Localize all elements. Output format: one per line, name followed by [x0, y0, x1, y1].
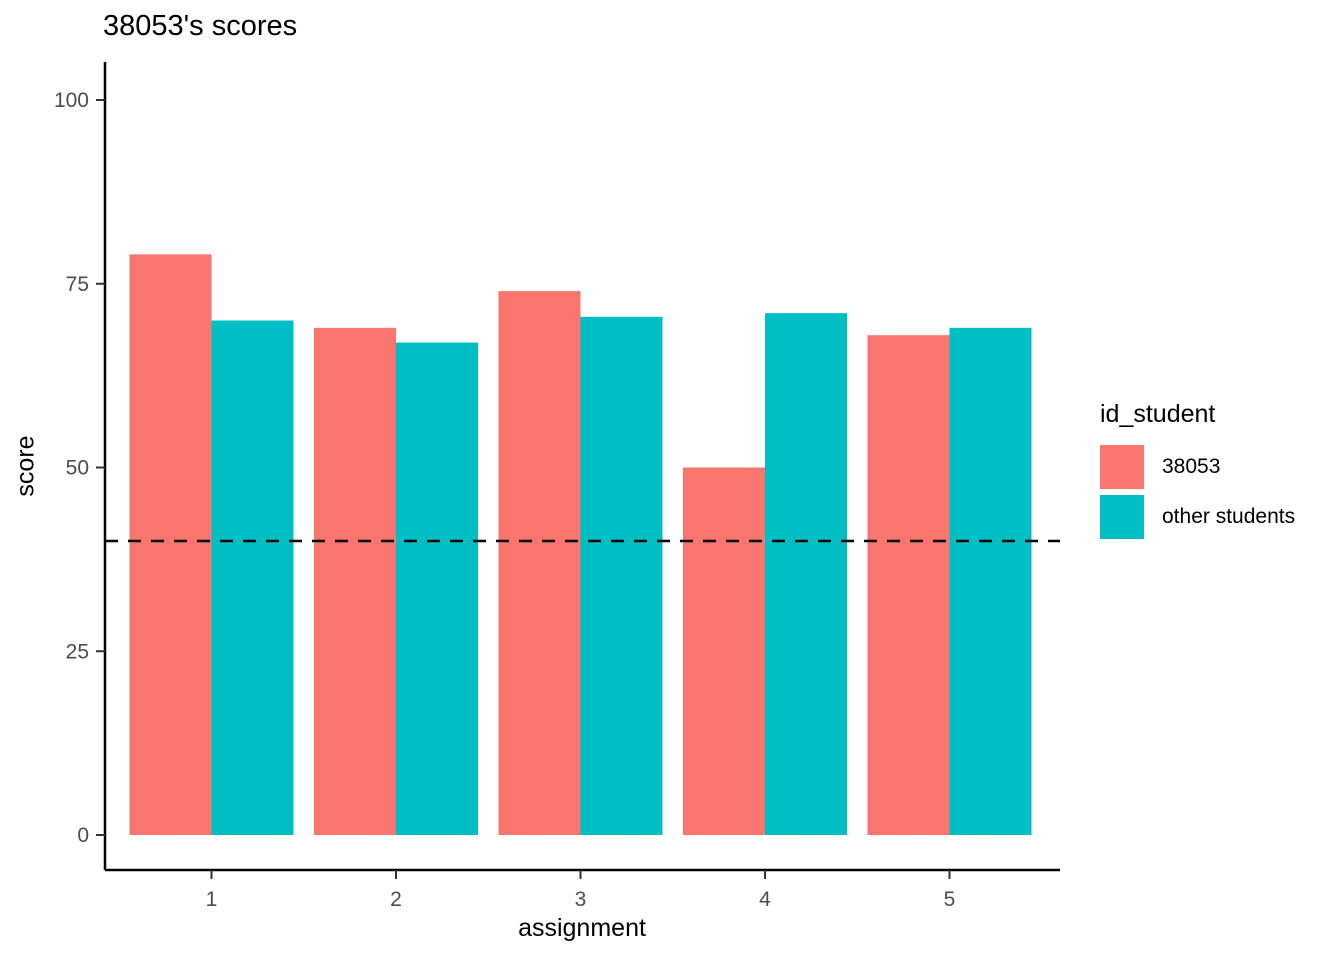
bar-other-students-assignment-1 — [211, 320, 294, 835]
legend-swatch — [1100, 445, 1144, 489]
x-tick-label: 2 — [390, 888, 402, 911]
bar-38053-assignment-1 — [129, 254, 212, 836]
bar-38053-assignment-4 — [683, 467, 765, 835]
y-tick-label: 50 — [66, 457, 89, 480]
bar-other-students-assignment-4 — [765, 313, 847, 835]
bar-38053-assignment-2 — [314, 327, 396, 835]
bar-other-students-assignment-3 — [580, 316, 663, 835]
bar-other-students-assignment-5 — [949, 327, 1032, 835]
legend-label: other students — [1162, 505, 1296, 528]
x-axis-title: assignment — [518, 914, 646, 942]
x-tick-label: 1 — [206, 888, 218, 911]
legend-item: other students — [1100, 495, 1295, 539]
y-tick-label: 100 — [54, 89, 89, 112]
y-tick-label: 25 — [66, 640, 89, 663]
bar-38053-assignment-3 — [498, 291, 581, 836]
legend-item: 38053 — [1100, 445, 1295, 489]
bar-other-students-assignment-2 — [396, 342, 478, 835]
y-tick-label: 75 — [66, 273, 89, 296]
x-tick-label: 5 — [944, 888, 956, 911]
x-tick-label: 3 — [575, 888, 587, 911]
bar-38053-assignment-5 — [867, 335, 950, 835]
legend-label: 38053 — [1162, 455, 1221, 478]
legend-swatch — [1100, 495, 1144, 539]
chart-title: 38053's scores — [103, 10, 298, 42]
legend-title: id_student — [1100, 400, 1216, 428]
y-tick-label: 0 — [77, 824, 89, 847]
legend: id_student 38053 other students — [1100, 400, 1295, 545]
legend-items: 38053 other students — [1100, 445, 1295, 539]
x-tick-label: 4 — [759, 888, 771, 911]
